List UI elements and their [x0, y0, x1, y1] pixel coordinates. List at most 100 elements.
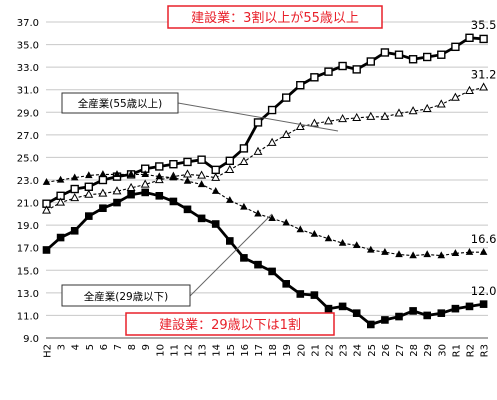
point-const55	[479, 34, 488, 44]
point-const55	[380, 48, 390, 57]
x-tick-label: R2	[466, 344, 477, 357]
x-tick-label: 18	[268, 344, 279, 357]
x-tick-label: 19	[282, 344, 293, 357]
y-tick-label: 31.0	[17, 86, 39, 97]
point-const55	[408, 55, 418, 64]
point-all55	[366, 111, 376, 120]
y-tick-label: 9.0	[23, 334, 39, 345]
y-tick-label: 13.0	[17, 289, 39, 300]
point-all55	[436, 99, 446, 108]
x-tick-label: 14	[212, 344, 223, 357]
point-all55	[408, 106, 418, 115]
point-all29	[183, 176, 192, 184]
point-all29	[42, 178, 51, 185]
point-const55	[98, 175, 108, 185]
point-all55	[56, 197, 66, 206]
x-tick-label: 7	[113, 344, 124, 350]
point-all29	[254, 209, 262, 217]
point-const29	[155, 192, 164, 200]
series-label-55-leader	[177, 102, 339, 132]
x-tick-label: 12	[184, 344, 195, 357]
y-tick-label: 11.0	[17, 311, 39, 322]
point-all55	[479, 82, 489, 91]
point-const55	[296, 80, 305, 90]
series-line-const55	[45, 36, 484, 205]
point-all29	[282, 218, 290, 226]
x-tick-label: 16	[240, 344, 251, 357]
point-const55	[394, 50, 404, 59]
annotation-top-group: 建設業：3割以上が55歳以上	[167, 5, 383, 29]
point-all29	[437, 251, 446, 259]
y-tick-label: 33.0	[17, 63, 39, 74]
point-const29	[197, 214, 206, 223]
point-all55	[267, 137, 277, 146]
point-all55	[154, 174, 164, 184]
y-tick-label: 25.0	[17, 153, 39, 164]
point-const29	[310, 291, 319, 299]
point-const29	[324, 304, 333, 313]
point-all29	[70, 173, 79, 181]
point-all55	[197, 170, 207, 179]
x-tick-label: 27	[395, 344, 406, 357]
x-tick-label: 20	[296, 344, 307, 357]
point-const29	[113, 198, 121, 207]
point-all55	[98, 188, 108, 197]
point-all29	[85, 171, 93, 179]
point-all55	[309, 118, 319, 127]
point-all29	[479, 248, 488, 255]
point-const29	[423, 311, 431, 320]
point-const55	[310, 73, 319, 82]
y-tick-label: 23.0	[17, 176, 39, 187]
series-label-29-text: 全産業(29歳以下)	[84, 290, 169, 303]
annotation-bottom-text: 建設業：29歳以下は1割	[159, 317, 301, 333]
point-const29	[367, 320, 375, 329]
x-tick-label: 8	[127, 344, 138, 350]
point-const55	[282, 93, 291, 102]
point-all29	[338, 238, 347, 246]
x-tick-label: 4	[71, 344, 82, 350]
point-const29	[381, 316, 389, 324]
point-const29	[85, 212, 93, 220]
point-all55	[380, 111, 390, 120]
point-all55	[239, 156, 249, 166]
point-all29	[127, 170, 135, 177]
point-all29	[451, 249, 460, 256]
point-const29	[352, 309, 361, 317]
point-const29	[183, 205, 192, 214]
point-const55	[211, 165, 220, 175]
y-tick-label: 29.0	[17, 108, 39, 119]
series-label-29-group: 全産業(29歳以下)	[61, 213, 273, 307]
y-tick-label: 21.0	[17, 199, 39, 210]
point-all55	[140, 179, 150, 188]
point-all29	[381, 248, 389, 255]
point-all55	[253, 146, 263, 155]
point-all55	[465, 85, 474, 94]
point-all29	[155, 172, 164, 180]
x-tick-label: 11	[169, 344, 180, 357]
point-all29	[169, 173, 178, 181]
series-label-29-box	[61, 284, 191, 307]
point-all29	[395, 250, 403, 258]
x-tick-label: 5	[85, 344, 96, 350]
point-const29	[240, 254, 248, 262]
point-const29	[451, 304, 460, 313]
y-tick-label: 17.0	[17, 244, 39, 255]
point-all29	[99, 170, 107, 177]
point-all29	[423, 250, 431, 258]
point-all29	[324, 234, 333, 242]
x-tick-label: 26	[381, 344, 392, 357]
point-const55	[437, 50, 446, 59]
y-tick-label: 15.0	[17, 266, 39, 277]
point-all29	[310, 229, 319, 237]
point-all29	[240, 202, 248, 210]
point-all55	[84, 189, 94, 198]
point-const55	[225, 156, 235, 166]
x-tick-label: 9	[141, 344, 152, 350]
x-tick-label: R3	[480, 344, 491, 357]
end-label-const29: 12.0	[471, 284, 497, 298]
point-all29	[141, 170, 149, 177]
x-tick-label: 28	[409, 344, 420, 357]
point-all29	[56, 175, 65, 183]
x-tick-label: 15	[226, 344, 237, 357]
